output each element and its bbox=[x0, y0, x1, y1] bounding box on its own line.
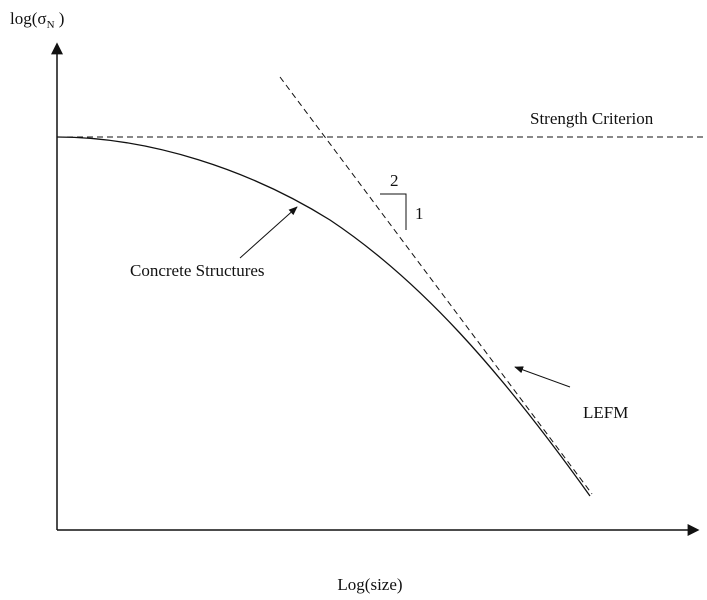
lefm-arrow bbox=[514, 366, 571, 388]
lefm-label: LEFM bbox=[583, 403, 628, 422]
lefm-line bbox=[279, 76, 593, 495]
curve-arrow bbox=[239, 206, 298, 259]
size-effect-curve bbox=[56, 136, 591, 497]
slope-triangle bbox=[380, 193, 407, 230]
slope-run: 2 bbox=[390, 171, 399, 190]
y-axis-label: log(σN ) bbox=[10, 9, 64, 31]
slope-rise: 1 bbox=[415, 204, 424, 223]
x-axis-label: Log(size) bbox=[337, 575, 402, 594]
curve-label: Concrete Structures bbox=[130, 261, 265, 280]
strength-label: Strength Criterion bbox=[530, 109, 654, 128]
